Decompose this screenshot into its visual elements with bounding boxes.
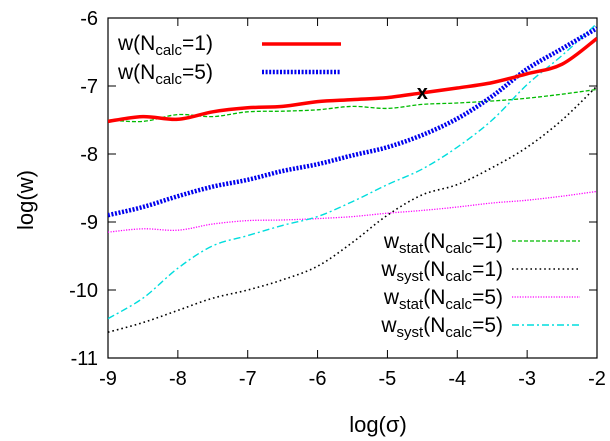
legend-part: (N — [423, 230, 445, 253]
x-tick-label: -4 — [448, 368, 466, 390]
series-line-5 — [108, 22, 597, 320]
y-tick-label: -8 — [80, 144, 98, 166]
legend-part: syst — [397, 324, 425, 341]
legend-part: stat — [399, 240, 424, 257]
legend-part: w(N — [117, 61, 155, 84]
legend-part: (N — [423, 258, 445, 281]
y-tick-label: -11 — [71, 348, 98, 370]
legend-label-0: w(Ncalc=1) — [117, 32, 213, 59]
legend-part: w — [383, 230, 400, 253]
legend-part: calc — [155, 42, 182, 59]
legend-layer: w(Ncalc=1)w(Ncalc=5)wstat(Ncalc=1)wsyst(… — [117, 32, 580, 341]
legend-part: =5) — [472, 314, 503, 337]
x-tick-label: -9 — [99, 368, 117, 390]
legend-label-3: wsyst(Ncalc=1) — [380, 258, 503, 285]
legend-part: w — [383, 286, 400, 309]
legend-part: (N — [423, 314, 445, 337]
x-tick-label: -8 — [169, 368, 187, 390]
legend-part: calc — [445, 240, 472, 257]
y-tick-label: -9 — [80, 212, 98, 234]
legend-part: w — [380, 258, 397, 281]
series-line-0 — [108, 36, 597, 124]
y-tick-label: -6 — [80, 8, 98, 30]
series-line-4 — [108, 190, 597, 233]
plot-frame — [107, 17, 598, 359]
y-axis-label: log(w) — [13, 170, 38, 230]
legend-label-2: wstat(Ncalc=1) — [383, 230, 503, 257]
legend-part: calc — [445, 268, 472, 285]
legend-part: (N — [423, 286, 445, 309]
legend-part: w(N — [117, 32, 155, 55]
legend-part: =1) — [472, 258, 503, 281]
legend-label-1: w(Ncalc=5) — [117, 61, 213, 88]
legend-part: =1) — [182, 32, 213, 55]
legend-part: stat — [399, 296, 424, 313]
plot-area — [107, 17, 598, 359]
x-tick-label: -2 — [588, 368, 606, 390]
legend-part: syst — [397, 268, 425, 285]
y-tick-label: -10 — [69, 280, 98, 302]
legend-part: w — [380, 314, 397, 337]
x-tick-label: -7 — [239, 368, 257, 390]
x-tick-label: -3 — [518, 368, 536, 390]
legend-part: =5) — [182, 61, 213, 84]
series-line-3 — [108, 85, 597, 333]
legend-part: calc — [155, 71, 182, 88]
legend-part: =5) — [472, 286, 503, 309]
x-axis-label: log(σ) — [349, 412, 407, 437]
x-tick-label: -6 — [309, 368, 327, 390]
legend-part: =1) — [472, 230, 503, 253]
legend-part: calc — [445, 324, 472, 341]
series-layer: x — [108, 22, 597, 333]
y-tick-label: -7 — [80, 76, 98, 98]
legend-label-4: wstat(Ncalc=5) — [383, 286, 503, 313]
annotation-marker: x — [417, 82, 428, 104]
legend-part: calc — [445, 296, 472, 313]
legend-label-5: wsyst(Ncalc=5) — [380, 314, 503, 341]
ticks-layer: -9 -8 -7 -6 -5 -4 -3 -2 -11 -10 -9 -8 -7 -6 — [69, 8, 606, 390]
x-tick-label: -5 — [379, 368, 397, 390]
series-line-2 — [108, 88, 597, 123]
